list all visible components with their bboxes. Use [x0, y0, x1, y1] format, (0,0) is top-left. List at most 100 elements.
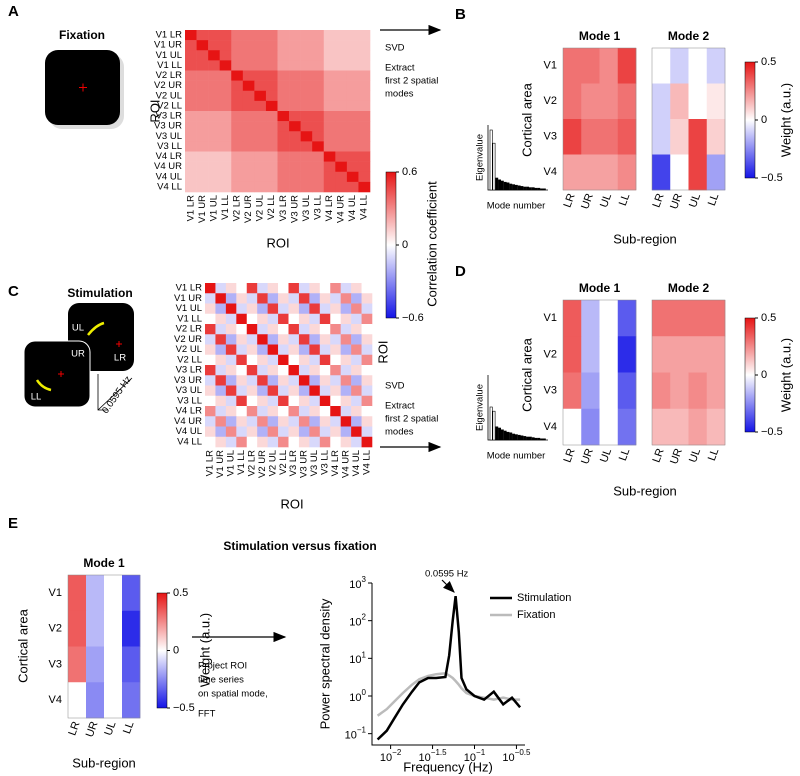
matrix-cell [288, 293, 300, 304]
panel-title: Stimulation versus fixation [223, 539, 376, 553]
matrix-cell [196, 111, 209, 122]
matrix-cell [257, 395, 268, 407]
matrix-cell [277, 60, 290, 71]
matrix-cell [231, 30, 244, 41]
matrix-cell [257, 354, 268, 366]
matrix-cell [309, 365, 321, 376]
column-label: LR [562, 192, 578, 209]
matrix-cell [196, 70, 209, 81]
matrix-cell [312, 161, 325, 173]
matrix-cell [236, 293, 248, 304]
matrix-cell [215, 406, 227, 417]
matrix-cell [335, 111, 348, 122]
matrix-cell [346, 60, 359, 71]
process-label: Project ROI [198, 661, 247, 672]
matrix-cell [319, 344, 331, 356]
matrix-cell [267, 365, 279, 376]
extract-label: modes [385, 427, 414, 438]
colorbar [744, 317, 756, 433]
matrix-cell [219, 121, 232, 132]
matrix-cell [300, 171, 313, 183]
weight-cell [706, 408, 726, 446]
matrix-cell [335, 80, 348, 92]
column-label: V1 LR [185, 195, 196, 222]
matrix-cell [319, 436, 331, 448]
matrix-cell [196, 141, 209, 152]
matrix-cell [225, 365, 237, 376]
matrix-cell [205, 436, 216, 448]
matrix-cell [208, 60, 220, 71]
matrix-cell [208, 50, 220, 61]
matrix-cell [246, 303, 258, 315]
row-label: V3 UL [176, 385, 202, 396]
matrix-cell [289, 121, 301, 132]
matrix-cell [205, 426, 216, 438]
eigen-bar [495, 177, 499, 191]
row-label: V2 UL [176, 344, 202, 355]
column-label: V4 LL [359, 195, 370, 220]
matrix-cell [205, 375, 216, 386]
row-label: V1 LL [177, 313, 202, 324]
matrix-cell [185, 80, 197, 92]
matrix-cell [300, 141, 313, 152]
matrix-cell [330, 334, 341, 345]
matrix-cell [300, 40, 313, 51]
x-tick-label: 10−2 [380, 748, 402, 764]
stimulus-label: Stimulation [67, 286, 132, 300]
matrix-cell [205, 303, 216, 315]
matrix-cell [340, 406, 352, 417]
svd-label: SVD [385, 381, 405, 392]
colorbar-label: Weight (a.u.) [197, 613, 212, 687]
matrix-cell [254, 111, 267, 122]
column-label: V1 UR [215, 450, 226, 478]
matrix-cell [323, 131, 336, 142]
column-label: UR [668, 192, 685, 211]
weight-cell [599, 48, 619, 84]
matrix-cell [254, 151, 267, 162]
weight-cell [122, 682, 141, 719]
row-label: V4 LL [157, 181, 182, 192]
matrix-cell [208, 171, 220, 183]
row-label: V1 [49, 587, 62, 599]
column-label: LR [651, 447, 667, 464]
eigen-bar [489, 129, 493, 191]
matrix-cell [298, 344, 310, 356]
matrix-cell [205, 416, 216, 427]
matrix-cell [346, 161, 359, 173]
quadrant-label: LR [114, 353, 126, 364]
matrix-cell [288, 354, 300, 366]
matrix-cell [323, 40, 336, 51]
y-tick-label: 101 [349, 650, 366, 666]
matrix-cell [219, 111, 232, 122]
matrix-cell [208, 70, 220, 81]
matrix-cell [267, 385, 279, 397]
column-label: V2 UL [267, 450, 278, 476]
matrix-cell [330, 293, 341, 304]
eigen-bar [506, 431, 510, 441]
matrix-cell [205, 385, 216, 397]
matrix-cell [242, 50, 255, 61]
weight-cell [688, 336, 708, 373]
weight-cell [563, 408, 582, 446]
column-label: V3 LR [288, 450, 299, 477]
matrix-cell [225, 324, 237, 335]
x-label: Sub-region [613, 483, 677, 498]
matrix-cell [335, 70, 348, 81]
matrix-cell [346, 100, 359, 112]
matrix-cell [361, 334, 373, 345]
matrix-cell [319, 365, 331, 376]
matrix-cell [254, 60, 267, 71]
matrix-cell [340, 334, 352, 345]
matrix-cell [267, 406, 279, 417]
matrix-cell [346, 181, 359, 193]
matrix-cell [351, 293, 362, 304]
matrix-cell [267, 426, 279, 438]
weight-cell [617, 408, 637, 446]
row-label: V1 LR [156, 30, 183, 41]
weight-cell [563, 372, 582, 410]
weight-cell [581, 408, 600, 446]
matrix-cell [335, 161, 348, 173]
matrix-cell [205, 313, 216, 325]
matrix-cell [265, 100, 278, 112]
matrix-cell [196, 171, 209, 183]
